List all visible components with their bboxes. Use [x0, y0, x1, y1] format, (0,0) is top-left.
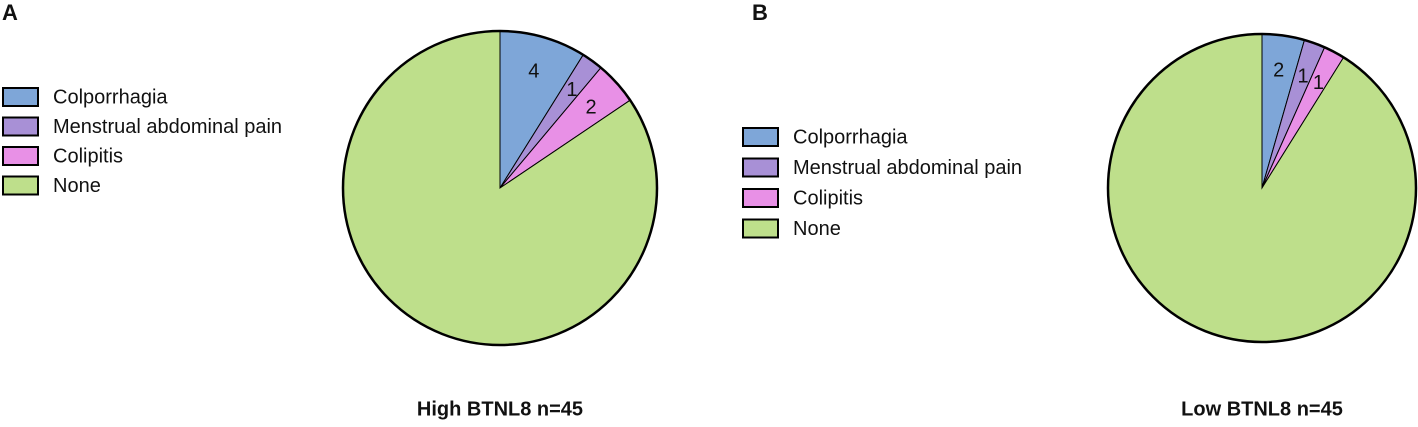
data-label: 2	[1273, 59, 1284, 81]
legend-swatch	[2, 175, 39, 196]
legend-label: Colporrhagia	[53, 86, 168, 108]
panel-label: A	[2, 0, 18, 25]
pie-outline	[1106, 32, 1418, 344]
legend-label: Colipitis	[793, 187, 863, 209]
pie-outline	[341, 29, 659, 347]
chart-title: High BTNL8 n=45	[417, 398, 583, 420]
legend-label: None	[793, 218, 841, 240]
data-label: 2	[585, 96, 596, 118]
legend-swatch	[2, 87, 39, 107]
legend-label: None	[53, 175, 101, 197]
legend-swatch	[2, 146, 39, 166]
data-label: 1	[1298, 65, 1309, 87]
legend-swatch	[742, 188, 779, 208]
chart-title: Low BTNL8 n=45	[1181, 398, 1343, 420]
data-label: 1	[566, 79, 577, 101]
legend-swatch	[2, 116, 39, 137]
data-label: 4	[528, 61, 539, 83]
legend-label: Colporrhagia	[793, 126, 908, 148]
data-label: 1	[1313, 72, 1324, 94]
legend-label: Colipitis	[53, 145, 123, 167]
legend-label: Menstrual abdominal pain	[793, 157, 1022, 179]
legend-swatch	[742, 218, 779, 239]
legend-label: Menstrual abdominal pain	[53, 116, 282, 138]
legend-swatch	[742, 127, 779, 147]
legend-swatch	[742, 157, 779, 178]
panel-label: B	[752, 0, 768, 25]
pie-slice	[1107, 33, 1417, 343]
